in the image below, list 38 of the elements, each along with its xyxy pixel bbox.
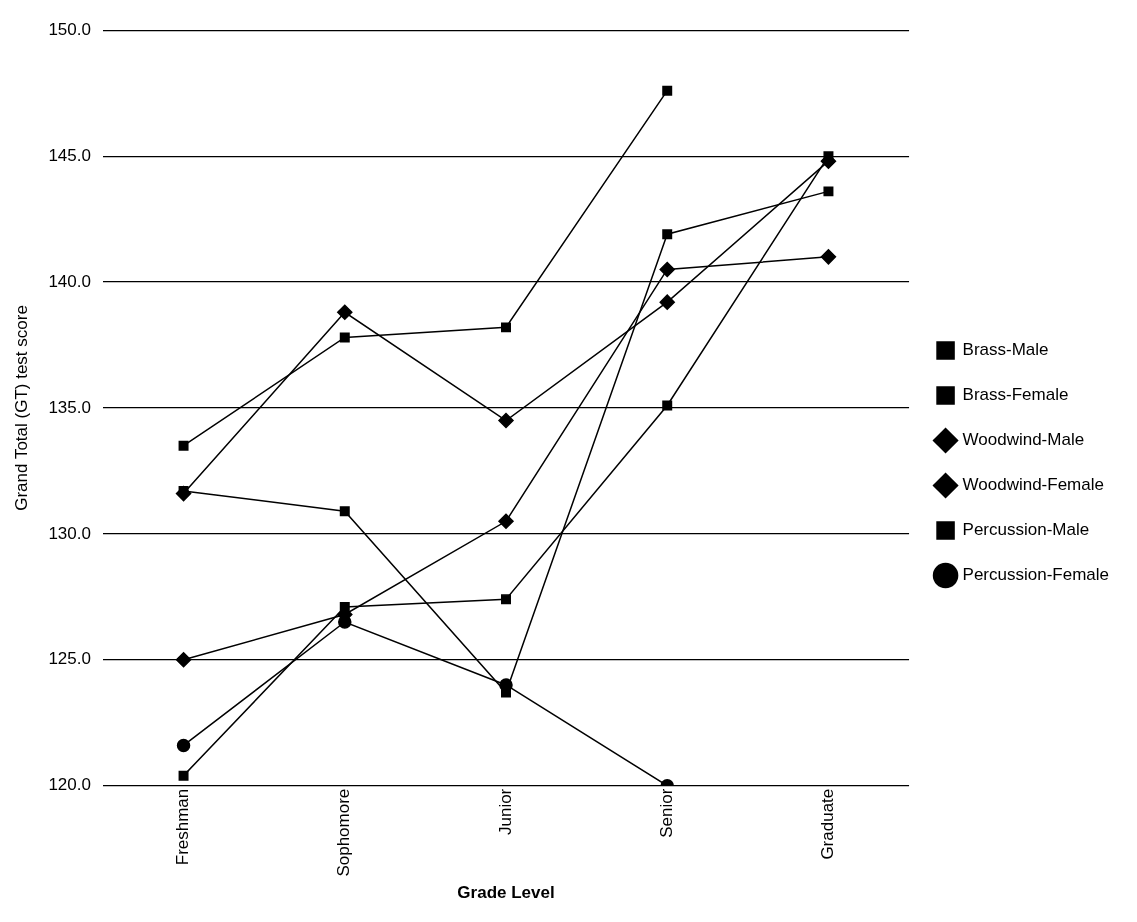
legend-label: Woodwind-Male xyxy=(962,430,1085,450)
x-axis-title: Grade Level xyxy=(457,883,555,903)
point xyxy=(175,652,192,668)
point xyxy=(339,506,350,517)
x-tick-label: Graduate xyxy=(818,788,838,860)
point xyxy=(498,412,514,429)
y-tick-label: 130.0 xyxy=(48,523,91,543)
point xyxy=(501,594,511,605)
point xyxy=(501,322,511,333)
legend-label: Percussion-Female xyxy=(962,565,1110,585)
point xyxy=(659,294,675,310)
point xyxy=(662,400,673,411)
x-tick-label: Sophomore xyxy=(334,788,354,877)
point xyxy=(659,261,675,278)
point xyxy=(662,229,673,240)
point xyxy=(178,440,189,451)
point xyxy=(337,304,353,321)
point xyxy=(498,513,514,530)
legend-label: Percussion-Male xyxy=(962,520,1090,540)
y-tick-label: 150.0 xyxy=(48,19,91,39)
point xyxy=(820,249,837,265)
y-axis-title: Grand Total (GT) test score xyxy=(11,305,31,511)
x-tick-label: Freshman xyxy=(173,788,193,866)
legend-label: Brass-Male xyxy=(962,340,1049,360)
y-tick-label: 140.0 xyxy=(48,271,91,291)
x-tick-label: Junior xyxy=(495,788,515,836)
legend-label: Woodwind-Female xyxy=(962,475,1104,495)
y-tick-label: 125.0 xyxy=(48,649,91,669)
y-tick-label: 145.0 xyxy=(48,145,91,165)
point xyxy=(823,186,834,197)
point xyxy=(339,332,350,343)
point xyxy=(178,770,189,781)
point xyxy=(662,85,673,96)
legend-label: Brass-Female xyxy=(962,385,1069,405)
y-tick-label: 120.0 xyxy=(48,775,91,795)
x-tick-label: Senior xyxy=(656,788,676,838)
y-tick-label: 135.0 xyxy=(48,397,91,417)
point xyxy=(176,738,191,753)
